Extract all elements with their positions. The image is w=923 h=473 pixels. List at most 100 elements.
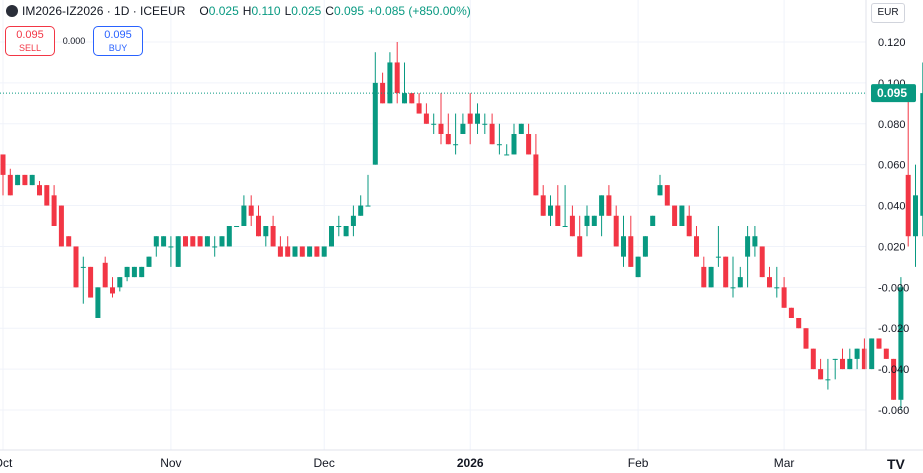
candle-body bbox=[256, 215, 261, 237]
candle bbox=[29, 174, 35, 186]
candle-body bbox=[650, 215, 656, 226]
candle-body bbox=[752, 236, 758, 247]
candle bbox=[197, 236, 203, 247]
buy-button[interactable]: 0.095 BUY bbox=[93, 26, 143, 56]
candle bbox=[285, 236, 291, 257]
candle bbox=[650, 215, 656, 226]
candle bbox=[22, 174, 28, 186]
candle bbox=[883, 348, 889, 359]
candle bbox=[796, 318, 802, 329]
candle bbox=[168, 236, 174, 267]
candle-body bbox=[861, 348, 867, 370]
candle bbox=[350, 205, 356, 237]
candle-body bbox=[146, 256, 152, 267]
candle-body bbox=[58, 205, 64, 247]
price-tick-label: -0.060 bbox=[878, 405, 909, 417]
candle-body bbox=[898, 287, 904, 400]
candle-body bbox=[336, 226, 342, 227]
buy-label: BUY bbox=[108, 43, 128, 53]
candle bbox=[715, 226, 721, 267]
candle bbox=[270, 215, 276, 247]
candle-body bbox=[840, 358, 845, 370]
candle bbox=[664, 185, 670, 206]
candle-body bbox=[548, 205, 553, 216]
candle-body bbox=[635, 256, 641, 278]
candle-body bbox=[387, 62, 393, 104]
candle-body bbox=[832, 358, 838, 360]
candle bbox=[511, 123, 517, 155]
candle-body bbox=[708, 266, 714, 288]
candle bbox=[679, 205, 685, 226]
candle bbox=[913, 164, 918, 267]
candle-body bbox=[212, 246, 218, 248]
candle bbox=[635, 256, 641, 278]
candle bbox=[606, 185, 612, 216]
candle-body bbox=[694, 236, 699, 257]
spread-value: 0.000 bbox=[62, 36, 86, 46]
candle bbox=[175, 236, 181, 267]
candle bbox=[905, 93, 911, 247]
candle-body bbox=[22, 174, 28, 186]
candle-body bbox=[270, 226, 276, 247]
price-tick-label: -0.020 bbox=[878, 323, 909, 335]
candle bbox=[438, 93, 444, 145]
candle-body bbox=[664, 185, 670, 206]
symbol-title[interactable]: IM2026-IZ2026 · 1D · ICEEUR bbox=[22, 4, 186, 18]
currency-button[interactable]: EUR bbox=[871, 3, 905, 23]
open-value: 0.025 bbox=[208, 4, 239, 18]
candle bbox=[37, 181, 42, 196]
candle-body bbox=[139, 266, 145, 278]
buy-price: 0.095 bbox=[104, 29, 132, 41]
candle-body bbox=[869, 338, 875, 370]
candle bbox=[745, 226, 751, 288]
candle-body bbox=[482, 123, 488, 125]
candle-body bbox=[37, 185, 42, 196]
candle bbox=[204, 236, 210, 247]
candle-body bbox=[110, 287, 115, 294]
candle-body bbox=[438, 123, 444, 134]
candle-body bbox=[913, 195, 918, 237]
candle bbox=[66, 236, 72, 247]
candle bbox=[124, 266, 130, 282]
candle-body bbox=[7, 174, 13, 196]
candle-body bbox=[175, 236, 181, 267]
candle bbox=[153, 236, 159, 257]
candle bbox=[723, 256, 729, 288]
time-axis[interactable]: Oct Nov Dec 2026 Feb Mar bbox=[0, 449, 923, 470]
candle bbox=[402, 62, 407, 104]
candle-body bbox=[183, 236, 188, 247]
candle-body bbox=[277, 246, 283, 257]
candle bbox=[555, 185, 561, 226]
candle bbox=[336, 215, 342, 237]
candle bbox=[840, 348, 845, 370]
candle-body bbox=[533, 154, 539, 196]
candle bbox=[102, 256, 108, 288]
legend-header: IM2026-IZ2026 · 1D · ICEEUR O 0.025 H 0.11… bbox=[0, 0, 471, 22]
open-label: O bbox=[199, 4, 209, 18]
candle bbox=[365, 174, 371, 207]
candle bbox=[460, 113, 466, 134]
candle bbox=[423, 103, 429, 124]
candle bbox=[321, 246, 327, 257]
candle bbox=[518, 123, 524, 134]
candle bbox=[898, 277, 904, 410]
candle-body bbox=[526, 134, 532, 155]
price-axis[interactable]: 0.1200.1000.0800.0600.0400.020-0.000-0.0… bbox=[865, 0, 916, 450]
candle-body bbox=[380, 82, 386, 104]
candle bbox=[818, 358, 824, 380]
candle bbox=[496, 123, 502, 155]
candle bbox=[577, 215, 583, 257]
sell-button[interactable]: 0.095 SELL bbox=[5, 26, 55, 56]
plot-background bbox=[0, 0, 866, 450]
candle-body bbox=[204, 236, 210, 247]
candle bbox=[759, 246, 765, 278]
candle-body bbox=[555, 205, 561, 226]
candle-body bbox=[496, 144, 502, 146]
candle bbox=[599, 195, 605, 237]
change-value: +0.085 (+850.00%) bbox=[368, 4, 471, 18]
candle bbox=[183, 236, 188, 247]
candle bbox=[774, 266, 780, 298]
candle bbox=[117, 277, 123, 292]
candle-body bbox=[445, 134, 451, 145]
